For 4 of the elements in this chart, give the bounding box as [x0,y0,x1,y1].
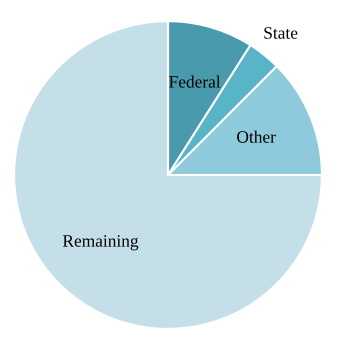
slice-label: Remaining [62,235,138,250]
slice-label: State [264,27,298,39]
slice-label: Federal [169,75,220,88]
slice-label: Other [237,130,276,143]
